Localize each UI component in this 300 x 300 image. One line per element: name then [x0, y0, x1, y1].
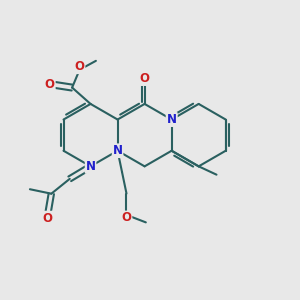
Text: N: N	[112, 144, 123, 157]
Text: N: N	[167, 113, 177, 126]
Text: O: O	[122, 212, 131, 224]
Text: N: N	[85, 160, 96, 173]
Text: O: O	[43, 212, 53, 225]
Text: N: N	[167, 113, 177, 126]
Text: O: O	[75, 60, 85, 73]
Text: O: O	[140, 72, 150, 85]
Text: O: O	[45, 78, 55, 91]
